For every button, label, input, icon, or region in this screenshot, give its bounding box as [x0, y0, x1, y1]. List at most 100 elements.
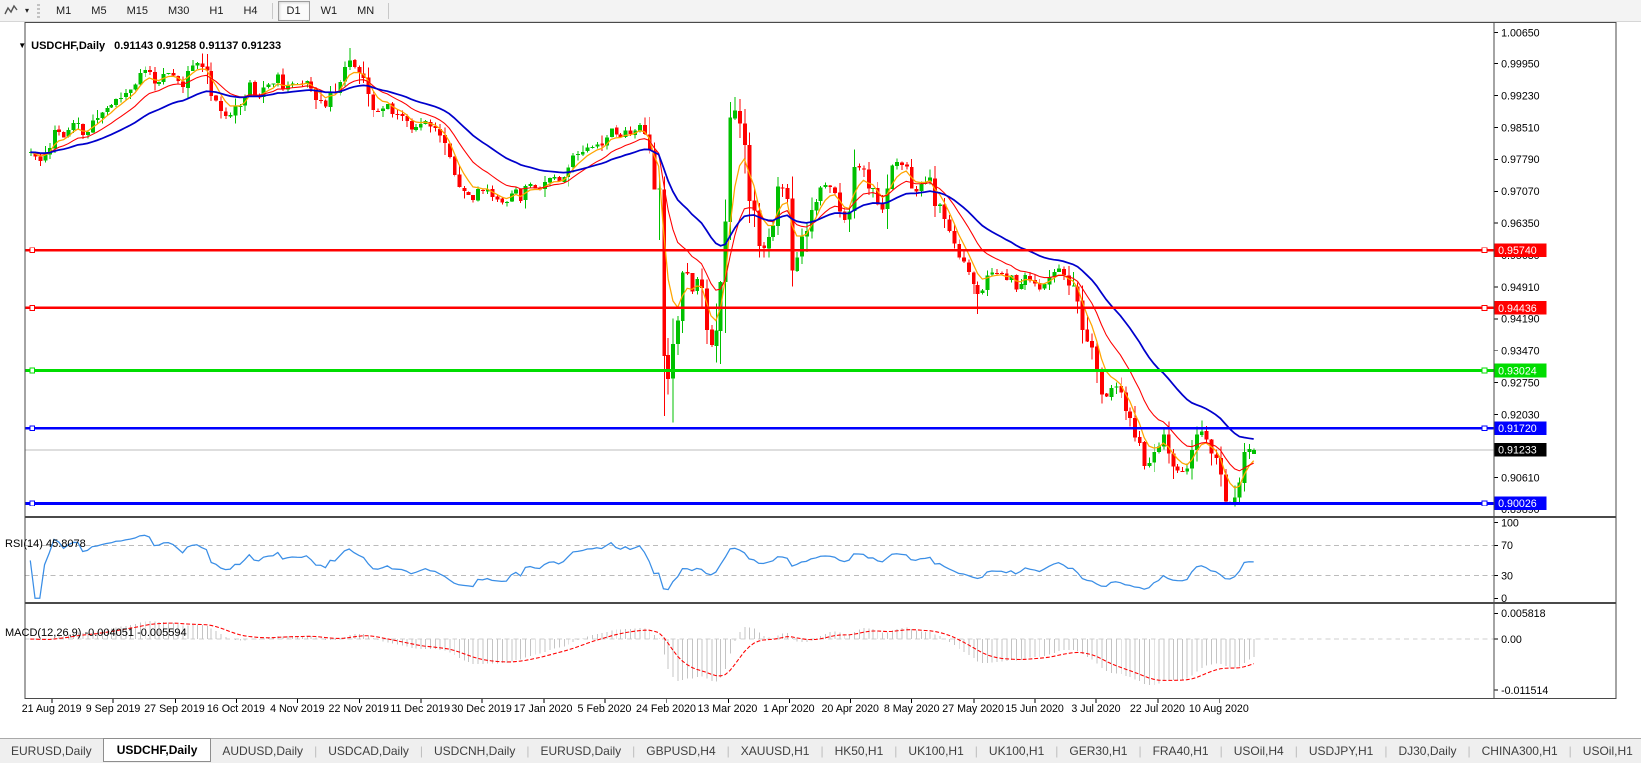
tab-divider: |: [1568, 744, 1572, 758]
timeframe-button-mn[interactable]: MN: [357, 4, 375, 17]
hline-resistance-2[interactable]: 0.94436: [24, 301, 1547, 315]
timeframe-button-m15[interactable]: M15: [126, 4, 148, 17]
tab-divider: |: [726, 744, 730, 758]
date-tick-label: 8 May 2020: [884, 703, 940, 715]
hline-price-label: 0.91720: [1498, 423, 1537, 435]
date-tick-label: 22 Jul 2020: [1130, 703, 1185, 715]
macd-tick-label: 0.005818: [1501, 608, 1546, 620]
timeframe-button-h1[interactable]: H1: [209, 4, 224, 17]
chart-ohlc-values: 0.91143 0.91258 0.91137 0.91233: [114, 40, 282, 52]
rsi-panel[interactable]: 100 70 30 0: [24, 517, 1519, 605]
price-tick-label: 0.97070: [1501, 186, 1540, 198]
timeframe-button-m1[interactable]: M1: [56, 4, 72, 17]
rsi-tick-label: 0: [1501, 593, 1507, 605]
price-tick-label: 0.98510: [1501, 122, 1540, 134]
date-tick-label: 22 Nov 2019: [329, 703, 390, 715]
hline-support-1[interactable]: 0.91720: [24, 421, 1547, 435]
date-tick-label: 27 May 2020: [942, 703, 1004, 715]
tab-divider: |: [419, 744, 423, 758]
macd-tick-label: -0.011514: [1501, 685, 1548, 697]
rsi-tick-label: 100: [1501, 517, 1519, 529]
hline-price-label: 0.90026: [1498, 498, 1537, 510]
date-tick-label: 21 Aug 2019: [22, 703, 82, 715]
price-tick-label: 0.94910: [1501, 282, 1540, 294]
tab-divider: |: [632, 744, 636, 758]
tab-usdjpy-h1[interactable]: USDJPY,H1: [1308, 744, 1374, 758]
tab-divider: |: [894, 744, 898, 758]
date-tick-label: 11 Dec 2019: [390, 703, 450, 715]
price-tick-label: 1.00650: [1501, 28, 1540, 40]
date-tick-label: 30 Dec 2019: [451, 703, 512, 715]
tab-divider: |: [1055, 744, 1059, 758]
tab-divider: |: [1384, 744, 1388, 758]
chart-symbol-period: USDCHF,Daily: [31, 40, 106, 52]
tab-eurusd-daily[interactable]: EURUSD,Daily: [11, 744, 92, 758]
current-price-label: 0.91233: [1494, 443, 1547, 457]
macd-panel[interactable]: 0.005818 0.00 -0.011514: [24, 608, 1548, 697]
tab-fra40-h1[interactable]: FRA40,H1: [1152, 744, 1209, 758]
ma-mid-line[interactable]: [30, 74, 1254, 472]
price-tick-label: 0.99950: [1501, 59, 1540, 71]
chevron-down-icon[interactable]: ▾: [24, 6, 29, 15]
hline-support-2[interactable]: 0.90026: [24, 496, 1547, 511]
date-tick-label: 13 Mar 2020: [697, 703, 757, 715]
tab-usdcad-daily[interactable]: USDCAD,Daily: [328, 744, 409, 758]
tab-usoil-h4[interactable]: USOil,H4: [1233, 744, 1284, 758]
tab-uk100-h1[interactable]: UK100,H1: [988, 744, 1045, 758]
hline-price-label: 0.94436: [1498, 303, 1537, 315]
hline-pivot-green[interactable]: 0.93024: [24, 363, 1547, 378]
ma-fast-line[interactable]: [30, 68, 1255, 489]
macd-indicator-label: MACD(12,26,9) -0.004051 -0.005594: [5, 627, 187, 639]
timeframe-button-w1[interactable]: W1: [320, 4, 338, 17]
date-tick-label: 27 Sep 2019: [144, 703, 205, 715]
timeframe-button-m30[interactable]: M30: [167, 4, 190, 17]
tab-eurusd-daily[interactable]: EURUSD,Daily: [540, 744, 622, 758]
date-axis[interactable]: 21 Aug 2019 9 Sep 2019 27 Sep 2019 16 Oct 2…: [22, 699, 1249, 715]
macd-tick-label: 0.00: [1501, 634, 1522, 646]
chart-canvas[interactable]: 1.00650 0.99950 0.99230 0.98510 0.97790 0.970…: [0, 22, 1641, 738]
tab-dj30-daily[interactable]: DJ30,Daily: [1398, 744, 1457, 758]
tab-usoil-h1[interactable]: USOil,H1: [1582, 744, 1633, 758]
tab-divider: |: [1219, 744, 1223, 758]
tab-uk100-h1[interactable]: UK100,H1: [908, 744, 964, 758]
tab-usdcnh-daily[interactable]: USDCNH,Daily: [434, 744, 516, 758]
toolbar-grip: [37, 3, 40, 18]
date-tick-label: 4 Nov 2019: [270, 703, 325, 715]
tab-usdchf-daily[interactable]: USDCHF,Daily: [102, 738, 212, 762]
tab-divider: |: [314, 744, 318, 758]
timeframe-button-d1[interactable]: D1: [277, 0, 310, 21]
price-tick-label: 0.92750: [1501, 378, 1540, 390]
chart-tab-bar: EURUSD,Daily USDCHF,Daily AUDUSD,Daily | USD…: [0, 738, 1641, 763]
collapse-arrow-icon[interactable]: ▼: [18, 41, 27, 50]
tab-china300-h1[interactable]: CHINA300,H1: [1481, 744, 1558, 758]
tab-divider: |: [1294, 744, 1298, 758]
price-tick-label: 0.90610: [1501, 472, 1540, 484]
date-tick-label: 10 Aug 2020: [1189, 703, 1249, 715]
timeframe-button-m5[interactable]: M5: [91, 4, 107, 17]
tab-hk50-h1[interactable]: HK50,H1: [834, 744, 884, 758]
ma-slow-line[interactable]: [30, 84, 1254, 440]
tab-divider: |: [1467, 744, 1471, 758]
tab-divider: |: [820, 744, 824, 758]
date-tick-label: 17 Jan 2020: [514, 703, 573, 715]
tab-gbpusd-h4[interactable]: GBPUSD,H4: [646, 744, 716, 758]
rsi-line: [29, 534, 1254, 599]
hline-resistance-1[interactable]: 0.95740: [24, 243, 1547, 257]
hline-price-label: 0.93024: [1498, 365, 1537, 377]
timeframe-button-h4[interactable]: H4: [243, 4, 258, 17]
tab-xauusd-h1[interactable]: XAUUSD,H1: [740, 744, 810, 758]
price-tick-label: 0.92030: [1501, 409, 1540, 421]
svg-text:0.91233: 0.91233: [1498, 445, 1537, 457]
toolbar-separator: [271, 2, 273, 19]
tab-audusd-daily[interactable]: AUDUSD,Daily: [222, 744, 304, 758]
hline-price-label: 0.95740: [1498, 245, 1537, 257]
rsi-tick-label: 30: [1501, 570, 1513, 582]
tab-ger30-h1[interactable]: GER30,H1: [1069, 744, 1128, 758]
date-tick-label: 24 Feb 2020: [636, 703, 696, 715]
date-tick-label: 9 Sep 2019: [86, 703, 141, 715]
price-tick-label: 0.93470: [1501, 346, 1540, 358]
toolbar-separator: [388, 2, 390, 19]
date-tick-label: 5 Feb 2020: [578, 703, 632, 715]
chart-window: 1.00650 0.99950 0.99230 0.98510 0.97790 0.970…: [0, 22, 1641, 738]
draw-indicator-icon[interactable]: [1, 2, 21, 20]
